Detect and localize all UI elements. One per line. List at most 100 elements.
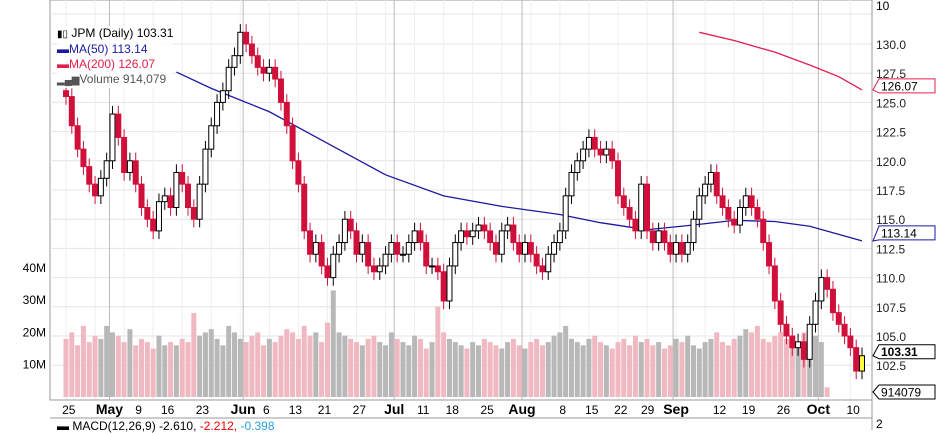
volume-bar — [86, 342, 92, 397]
volume-bar — [656, 342, 662, 397]
volume-bar — [621, 338, 627, 397]
candle-body — [359, 242, 366, 255]
volume-bar — [139, 338, 145, 397]
candle-body — [638, 183, 645, 232]
candle-body — [824, 277, 831, 290]
volume-bar — [295, 338, 301, 397]
macd-signal: -2.212, — [199, 419, 238, 433]
chart-legend: ▮▯ JPM (Daily) 103.31 ▬MA(50) 113.14 ▬MA… — [57, 26, 174, 88]
candle-body — [173, 171, 180, 209]
candle-body — [731, 218, 738, 226]
volume-bar — [371, 335, 377, 397]
candle-body — [859, 355, 865, 372]
candle-body — [475, 224, 482, 232]
x-tick-label: 9 — [135, 403, 142, 417]
volume-bar — [627, 345, 633, 397]
candle-body — [417, 230, 424, 244]
last-volume-tag — [872, 384, 936, 400]
volume-bar — [417, 338, 423, 397]
legend-symbol: ▮▯ JPM (Daily) 103.31 — [57, 26, 173, 42]
volume-bar — [731, 338, 737, 397]
x-tick-label: Jun — [231, 401, 256, 417]
x-tick-label: 27 — [353, 403, 367, 417]
candle-body — [336, 242, 343, 255]
volume-bar — [330, 290, 336, 397]
candle-body — [121, 136, 128, 173]
y-tick-label: 115.0 — [876, 213, 905, 227]
candle-body — [603, 148, 610, 156]
x-tick-label: 21 — [318, 403, 332, 417]
x-tick-label: Sep — [663, 401, 689, 417]
volume-bar — [348, 338, 354, 397]
candle-body — [719, 195, 726, 209]
volume-bar — [400, 342, 406, 397]
candle-body — [597, 148, 604, 156]
volume-bar — [394, 338, 400, 397]
volume-bar — [109, 332, 115, 397]
candle-body — [766, 242, 773, 267]
volume-bar — [708, 338, 714, 397]
candle-body — [463, 230, 470, 238]
candle-body — [522, 242, 529, 255]
x-tick-label: 25 — [480, 403, 494, 417]
x-tick-label: 13 — [289, 403, 303, 417]
candle-body — [196, 183, 203, 220]
candle-body — [853, 347, 860, 372]
volume-bar — [644, 338, 650, 397]
candle-body — [370, 265, 377, 273]
x-tick-label: 26 — [777, 403, 791, 417]
candle-body — [399, 253, 406, 256]
volume-bar — [284, 329, 290, 397]
candle-body — [150, 218, 157, 232]
x-tick-label: 23 — [196, 403, 210, 417]
volume-bar — [824, 387, 830, 397]
volume-bar — [377, 342, 383, 397]
candle-body — [185, 183, 192, 209]
candle-body — [68, 96, 75, 127]
volume-bar — [307, 335, 313, 397]
candle-body — [649, 230, 656, 244]
candle-body — [742, 195, 749, 209]
x-axis-band — [50, 400, 872, 430]
candle-body — [702, 183, 709, 197]
candle-body — [388, 242, 395, 255]
candle-body — [92, 183, 99, 197]
volume-bar — [725, 345, 731, 397]
volume-bar — [237, 338, 243, 397]
candle-body — [231, 55, 238, 68]
candle-icon: ▮▯ — [57, 29, 69, 40]
volume-bar — [406, 345, 412, 397]
candle-body — [736, 207, 743, 226]
y-tick-label: 127.5 — [876, 67, 906, 81]
volume-bar — [568, 338, 574, 397]
x-tick-label: 15 — [585, 403, 599, 417]
volume-bar — [679, 342, 685, 397]
candle-body — [289, 125, 296, 162]
volume-bar — [766, 342, 772, 397]
candle-body — [539, 265, 546, 273]
candle-body — [347, 218, 354, 232]
candle-body — [179, 171, 186, 185]
candle-body — [144, 207, 151, 220]
x-tick-label: 22 — [614, 403, 628, 417]
candle-body — [254, 55, 261, 68]
volume-bar — [545, 342, 551, 397]
x-tick-label: 6 — [263, 403, 270, 417]
volume-bar — [179, 338, 185, 397]
candle-body — [620, 195, 627, 209]
candle-body — [661, 230, 668, 244]
volume-bar — [412, 335, 418, 397]
volume-bar — [226, 325, 232, 397]
candle-body — [190, 207, 197, 220]
x-tick-label: May — [96, 401, 123, 417]
volume-bar — [261, 345, 267, 397]
legend-ma200-text: MA(200) 126.07 — [69, 57, 156, 71]
volume-bar — [429, 342, 435, 397]
candle-body — [324, 265, 331, 279]
ma200-label: 126.07 — [881, 79, 918, 93]
candle-body — [167, 195, 174, 209]
volume-bar — [452, 342, 458, 397]
macd-label: MACD(12,26,9) — [72, 419, 156, 433]
volume-bar — [650, 345, 656, 397]
volume-bar — [197, 335, 203, 397]
